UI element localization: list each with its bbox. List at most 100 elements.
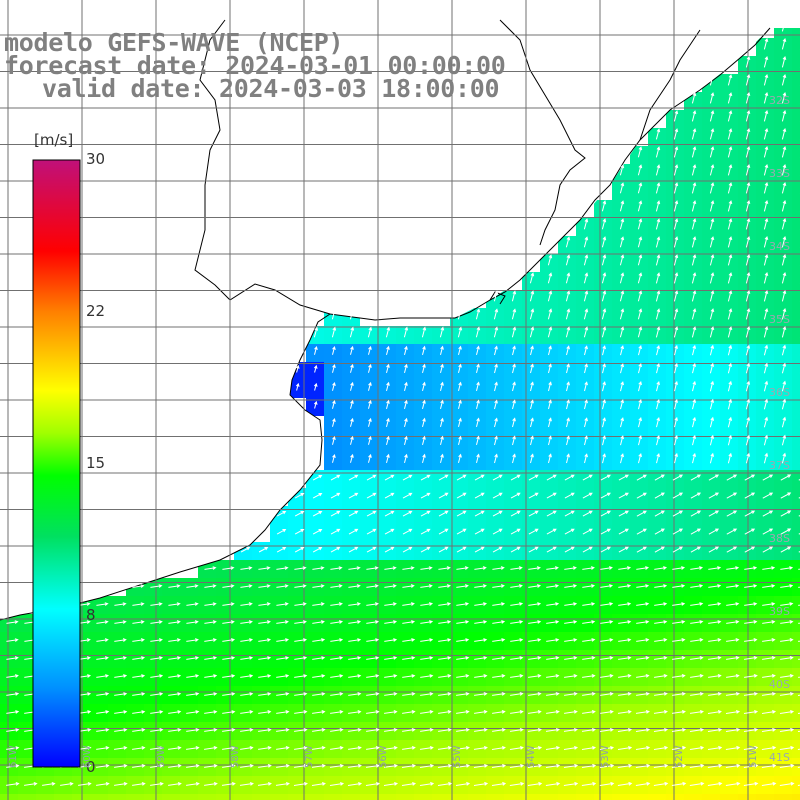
wind-cell <box>792 272 800 290</box>
wind-vector <box>636 474 647 481</box>
wind-vector <box>781 416 787 428</box>
wind-vector <box>510 602 524 606</box>
wind-vector <box>528 674 542 678</box>
wind-vector <box>420 528 431 535</box>
wind-vector <box>692 398 697 410</box>
wind-vector <box>529 308 535 320</box>
wind-vector <box>510 546 521 553</box>
wind-vector <box>365 782 381 786</box>
wind-vector <box>619 164 625 176</box>
wind-vector <box>312 656 326 660</box>
wind-vector <box>745 199 751 212</box>
wind-vector <box>637 272 643 284</box>
wind-vector <box>780 602 794 606</box>
wind-vector <box>548 453 552 464</box>
wind-vector <box>600 674 614 678</box>
wind-vector <box>476 417 480 428</box>
wind-vector <box>492 474 503 481</box>
wind-vector <box>402 584 415 588</box>
wind-vector <box>638 344 642 356</box>
wind-vector <box>530 363 534 374</box>
wind-vector <box>168 746 182 750</box>
wind-vector <box>350 381 354 391</box>
wind-vector <box>312 511 323 517</box>
wind-vector <box>312 584 325 588</box>
wind-vector <box>762 584 776 588</box>
wind-vector <box>602 453 606 464</box>
wind-vector <box>312 493 323 499</box>
wind-vector <box>618 602 632 606</box>
wind-vector <box>674 344 678 356</box>
wind-vector <box>313 382 318 391</box>
wind-vector <box>584 453 588 464</box>
wind-vector <box>638 452 642 464</box>
wind-vector <box>438 584 451 588</box>
wind-vector <box>474 602 488 606</box>
wind-cell <box>792 668 800 686</box>
wind-vector <box>350 399 354 409</box>
wind-vector <box>510 584 523 588</box>
wind-vector <box>672 566 686 570</box>
wind-vector <box>744 602 758 606</box>
wind-vector <box>636 620 650 624</box>
wind-vector <box>348 528 359 535</box>
wind-vector <box>671 710 686 714</box>
wind-vector <box>601 236 607 248</box>
wind-vector <box>707 745 723 750</box>
wind-vector <box>528 584 542 588</box>
wind-vector <box>492 528 503 535</box>
wind-vector <box>618 674 632 678</box>
wind-vector <box>348 474 359 481</box>
wind-vector <box>350 345 354 355</box>
wind-vector <box>564 528 575 535</box>
wind-vector <box>311 782 326 786</box>
wind-vector <box>204 692 218 696</box>
wind-vector <box>763 145 769 158</box>
wind-vector <box>584 381 588 392</box>
wind-vector <box>745 73 751 86</box>
wind-cell <box>162 794 180 800</box>
wind-vector <box>726 602 740 606</box>
wind-vector <box>673 308 679 320</box>
wind-vector <box>581 728 596 732</box>
wind-vector <box>546 620 560 624</box>
wind-vector <box>239 782 254 786</box>
wind-vector <box>366 674 380 678</box>
wind-vector <box>690 528 702 535</box>
wind-cell <box>792 380 800 398</box>
wind-vector <box>386 345 390 356</box>
wind-vector <box>368 381 372 391</box>
wind-vector <box>763 344 769 356</box>
wind-vector <box>636 656 650 660</box>
coastline-river <box>194 19 331 315</box>
wind-vector <box>512 363 516 374</box>
wind-vector <box>458 453 462 464</box>
wind-vector <box>512 399 516 410</box>
wind-vector <box>294 728 308 732</box>
wind-vector <box>476 453 480 464</box>
wind-vector <box>781 271 787 284</box>
wind-vector <box>583 326 589 338</box>
wind-vector <box>420 546 431 553</box>
wind-vector <box>456 566 469 570</box>
wind-vector <box>653 728 669 732</box>
wind-vector <box>476 435 480 446</box>
wind-vector <box>709 290 715 302</box>
wind-cell <box>576 794 594 800</box>
lon-label: 61W <box>8 745 19 768</box>
wind-vector <box>638 398 642 410</box>
wind-vector <box>779 692 794 696</box>
wind-vector <box>745 380 751 392</box>
wind-vector <box>582 510 593 517</box>
wind-vector <box>402 546 413 553</box>
wind-cell <box>0 794 18 800</box>
wind-vector <box>509 764 525 768</box>
wind-cell <box>684 794 702 800</box>
wind-vector <box>366 728 380 732</box>
wind-vector <box>636 638 650 642</box>
wind-cell <box>486 794 504 800</box>
wind-vector <box>204 764 218 768</box>
wind-vector <box>132 638 145 642</box>
wind-vector <box>330 474 341 481</box>
wind-vector <box>150 764 164 768</box>
